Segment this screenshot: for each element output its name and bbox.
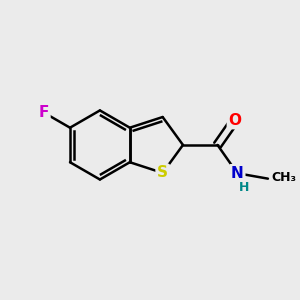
Text: N: N xyxy=(231,166,244,181)
Text: CH₃: CH₃ xyxy=(272,171,296,184)
Text: F: F xyxy=(38,105,49,120)
Text: O: O xyxy=(228,112,242,128)
Text: H: H xyxy=(239,181,250,194)
Text: S: S xyxy=(157,165,168,180)
